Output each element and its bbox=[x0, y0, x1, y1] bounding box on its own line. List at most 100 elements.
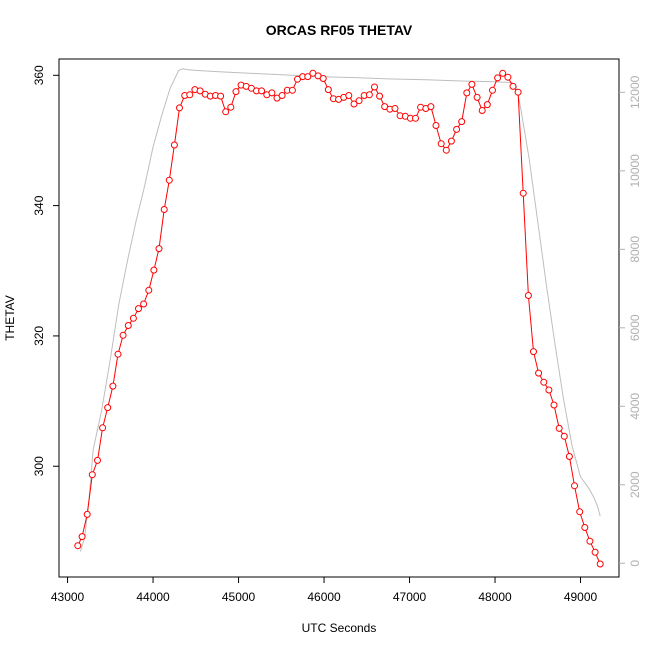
data-point bbox=[365, 91, 373, 99]
data-point bbox=[478, 107, 486, 114]
data-point bbox=[483, 101, 491, 109]
data-point bbox=[232, 88, 240, 96]
data-point bbox=[519, 189, 527, 197]
plot-frame bbox=[58, 58, 620, 578]
data-point bbox=[258, 87, 266, 95]
data-point bbox=[165, 176, 173, 184]
data-point bbox=[432, 122, 440, 129]
data-point bbox=[355, 97, 363, 105]
data-point bbox=[88, 471, 96, 479]
data-point bbox=[391, 105, 399, 112]
x-tick-label: 45000 bbox=[222, 590, 256, 604]
data-point bbox=[524, 292, 532, 299]
data-point bbox=[453, 125, 461, 133]
x-axis-label: UTC Seconds bbox=[302, 621, 377, 635]
data-point bbox=[186, 91, 194, 99]
data-point bbox=[268, 89, 276, 97]
data-point bbox=[129, 314, 137, 322]
data-point bbox=[155, 245, 163, 253]
data-point bbox=[376, 92, 384, 100]
x-tick-label: 43000 bbox=[51, 590, 85, 604]
data-point bbox=[288, 86, 296, 94]
data-point bbox=[140, 300, 148, 308]
data-point bbox=[489, 86, 496, 94]
data-point bbox=[114, 350, 122, 358]
y2-tick-label: 4000 bbox=[628, 393, 642, 420]
data-point bbox=[530, 348, 537, 356]
data-point bbox=[78, 533, 86, 541]
data-point bbox=[586, 537, 594, 545]
data-point bbox=[565, 453, 573, 460]
y-axis-label: THETAV bbox=[3, 295, 17, 341]
data-point bbox=[99, 424, 107, 432]
data-point bbox=[319, 75, 327, 82]
data-point bbox=[576, 508, 584, 516]
data-point bbox=[135, 305, 142, 313]
data-point bbox=[150, 266, 158, 274]
x-tick-label: 47000 bbox=[393, 590, 427, 604]
data-point bbox=[83, 510, 91, 518]
x-tick-label: 44000 bbox=[136, 590, 170, 604]
y2-tick-label: 2000 bbox=[628, 471, 642, 498]
data-point bbox=[540, 378, 548, 386]
data-point bbox=[535, 369, 543, 377]
data-point bbox=[463, 89, 471, 97]
data-point bbox=[324, 86, 332, 94]
data-point bbox=[345, 92, 353, 99]
data-point bbox=[170, 141, 178, 149]
data-point bbox=[596, 560, 604, 568]
data-point bbox=[447, 137, 455, 145]
data-point bbox=[412, 114, 419, 122]
data-point bbox=[509, 82, 517, 90]
data-point bbox=[371, 83, 378, 91]
primary-series bbox=[74, 69, 604, 568]
data-point bbox=[104, 404, 112, 412]
data-point bbox=[124, 322, 132, 329]
secondary-series bbox=[79, 68, 601, 552]
y2-tick-label: 6000 bbox=[628, 314, 642, 341]
y2-tick-label: 0 bbox=[628, 560, 642, 567]
y2-tick-label: 10000 bbox=[628, 154, 642, 188]
data-point bbox=[94, 456, 101, 464]
data-point bbox=[571, 482, 578, 490]
chart-title: ORCAS RF05 THETAV bbox=[266, 22, 413, 38]
data-point bbox=[591, 548, 599, 556]
data-point bbox=[227, 103, 235, 111]
y-tick-label: 340 bbox=[32, 195, 46, 215]
data-point bbox=[555, 424, 563, 432]
data-point bbox=[196, 87, 204, 95]
y2-tick-label: 12000 bbox=[628, 75, 642, 109]
data-point bbox=[304, 73, 312, 81]
data-point bbox=[494, 74, 502, 82]
data-point bbox=[581, 524, 589, 531]
data-point bbox=[442, 146, 450, 154]
data-point bbox=[160, 206, 168, 213]
x-tick-label: 49000 bbox=[564, 590, 598, 604]
data-point bbox=[560, 432, 568, 440]
y-tick-label: 300 bbox=[32, 456, 46, 476]
data-point bbox=[437, 140, 445, 148]
data-point bbox=[427, 103, 435, 111]
data-point bbox=[468, 80, 476, 88]
data-point bbox=[514, 88, 522, 96]
data-point bbox=[119, 331, 127, 339]
data-point bbox=[350, 100, 358, 108]
data-point bbox=[74, 542, 82, 550]
axes: 43000 44000 45000 46000 47000 48000 49000 300 32… bbox=[32, 58, 642, 604]
data-point bbox=[504, 73, 512, 81]
y2-tick-label: 8000 bbox=[628, 236, 642, 263]
data-point bbox=[176, 104, 183, 112]
data-point bbox=[109, 382, 117, 390]
primary-series-line bbox=[77, 72, 601, 565]
data-point bbox=[473, 93, 481, 101]
x-tick-label: 48000 bbox=[478, 590, 512, 604]
y-tick-label: 360 bbox=[32, 65, 46, 85]
data-point bbox=[278, 92, 286, 99]
data-point bbox=[550, 401, 558, 409]
secondary-series-line bbox=[79, 68, 601, 552]
x-tick-label: 46000 bbox=[307, 590, 341, 604]
data-point bbox=[545, 386, 553, 394]
y-tick-label: 320 bbox=[32, 326, 46, 346]
data-point bbox=[145, 286, 153, 294]
